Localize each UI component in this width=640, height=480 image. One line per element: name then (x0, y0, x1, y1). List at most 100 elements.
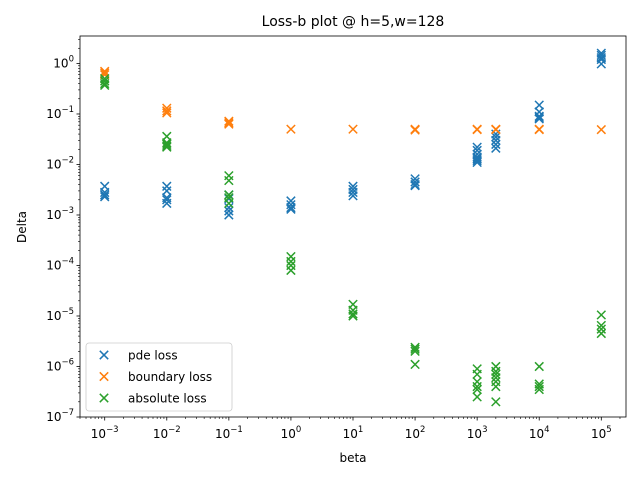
data-point (286, 202, 296, 213)
data-point (286, 124, 296, 134)
data-point (286, 265, 296, 276)
y-axis-label: Delta (15, 211, 29, 243)
data-point (491, 372, 501, 383)
data-point (596, 310, 607, 320)
data-point (162, 139, 172, 150)
data-point (99, 66, 110, 77)
legend-marker (99, 350, 109, 360)
x-tick-label: 105 (591, 425, 612, 441)
data-point (472, 157, 482, 168)
x-axis-ticks: 10−3 10−2 10−1 100 101 102 103 104 105 (79, 417, 621, 441)
x-axis-label: beta (339, 451, 366, 465)
chart-title: Loss-b plot @ h=5,w=128 (262, 14, 445, 30)
data-point (286, 196, 296, 206)
data-point (410, 346, 420, 357)
data-point (534, 361, 544, 372)
series-boundary-loss (99, 66, 607, 135)
data-point (162, 198, 172, 209)
series-absolute-loss (99, 73, 607, 407)
data-point (410, 179, 420, 190)
x-tick-label: 10−3 (91, 425, 119, 441)
x-tick-label: 102 (405, 425, 426, 441)
data-point (410, 180, 420, 191)
data-point (224, 198, 234, 209)
data-point (472, 369, 482, 380)
legend-label: pde loss (128, 349, 178, 363)
series-pde-loss (99, 48, 607, 220)
data-point (472, 145, 482, 156)
data-point (596, 328, 607, 339)
y-tick-label: 10−4 (46, 256, 74, 272)
data-point (534, 384, 544, 395)
data-point (534, 112, 544, 123)
legend-label: absolute loss (128, 392, 207, 406)
data-point (472, 153, 482, 164)
data-point (224, 202, 234, 213)
x-tick-label: 103 (467, 425, 488, 441)
legend-box (85, 342, 233, 412)
data-point (99, 76, 110, 86)
data-point (162, 186, 172, 196)
data-point (99, 191, 110, 202)
data-marks (99, 48, 607, 407)
data-point (224, 175, 234, 186)
data-point (162, 106, 172, 116)
data-point (491, 143, 501, 153)
data-point (410, 125, 420, 135)
data-point (99, 190, 110, 200)
y-tick-label: 100 (53, 54, 74, 70)
legend: pde loss boundary loss absolute loss (85, 342, 233, 412)
data-point (472, 155, 482, 166)
data-point (491, 135, 501, 146)
data-point (472, 384, 482, 395)
data-point (491, 124, 501, 135)
x-tick-label: 10−2 (153, 425, 181, 441)
data-point (596, 124, 607, 135)
legend-label: boundary loss (128, 370, 212, 384)
data-point (596, 59, 607, 69)
data-point (491, 397, 501, 407)
data-point (491, 132, 501, 142)
data-point (491, 369, 501, 380)
data-point (472, 381, 482, 392)
data-point (348, 124, 358, 134)
data-point (99, 80, 110, 91)
data-point (99, 187, 110, 198)
data-point (162, 108, 172, 118)
y-tick-label: 10−6 (46, 357, 74, 373)
data-point (410, 342, 420, 353)
data-point (348, 187, 358, 198)
y-tick-label: 10−7 (46, 408, 74, 424)
data-point (534, 111, 544, 122)
data-point (596, 54, 607, 65)
data-point (534, 381, 544, 392)
data-point (162, 181, 172, 192)
x-tick-label: 104 (529, 425, 550, 441)
y-axis-ticks: 10−7 10−6 10−5 10−4 10−3 10−2 10−1 100 (46, 39, 80, 424)
data-point (410, 344, 420, 354)
data-point (224, 190, 234, 200)
data-point (491, 139, 501, 150)
data-point (224, 119, 234, 129)
data-point (534, 100, 544, 110)
legend-marker (99, 371, 109, 382)
data-point (224, 118, 234, 128)
data-point (596, 320, 607, 331)
data-point (224, 210, 234, 220)
y-tick-label: 10−3 (46, 206, 74, 222)
y-tick-label: 10−5 (46, 307, 74, 323)
data-point (410, 177, 420, 187)
data-point (162, 142, 172, 152)
data-point (596, 324, 607, 334)
data-point (162, 195, 172, 205)
data-point (99, 78, 110, 89)
data-point (162, 137, 172, 148)
data-point (534, 114, 544, 124)
data-point (410, 359, 420, 370)
legend-marker (99, 393, 109, 403)
data-point (472, 392, 482, 402)
y-tick-label: 10−2 (46, 155, 74, 171)
data-point (472, 124, 482, 135)
